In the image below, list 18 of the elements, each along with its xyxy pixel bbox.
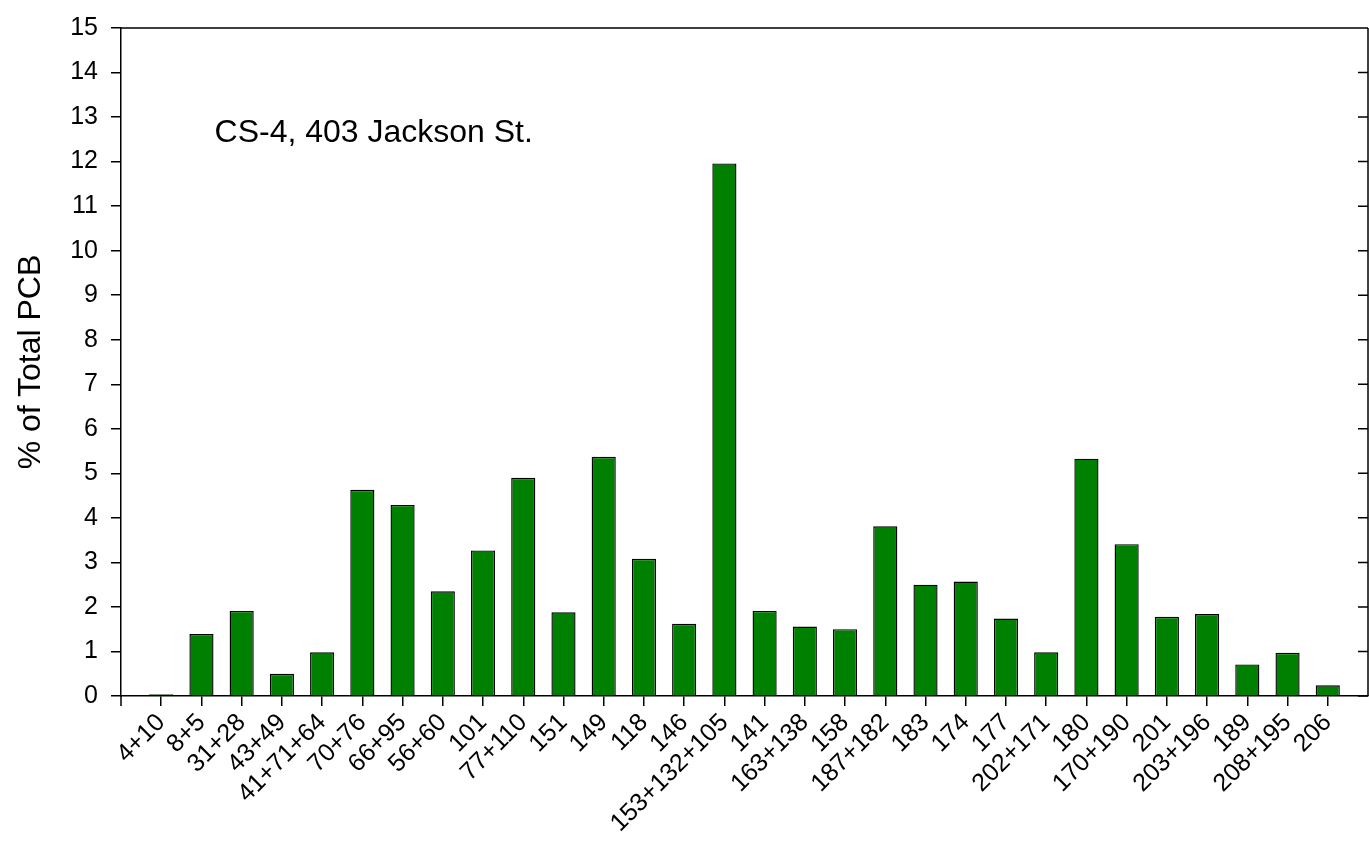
y-tick-label: 13 <box>70 100 98 129</box>
y-tick-label: 5 <box>84 457 98 486</box>
y-tick-label: 1 <box>84 635 98 664</box>
y-tick-label: 2 <box>84 590 98 619</box>
y-tick-label: 3 <box>84 546 98 575</box>
y-tick-label: 0 <box>84 679 98 708</box>
y-tick-label: 11 <box>72 190 98 219</box>
y-tick-label: 8 <box>84 323 98 352</box>
y-tick-label: 6 <box>84 412 98 441</box>
y-tick-label: 10 <box>70 234 98 263</box>
y-tick-label: 4 <box>84 501 99 530</box>
y-axis-title: % of Total PCB <box>11 254 48 470</box>
y-tick-label: 9 <box>84 279 98 308</box>
annotation: CS-4, 403 Jackson St. <box>214 113 533 150</box>
y-tick-label: 7 <box>84 368 98 397</box>
y-tick-label: 15 <box>70 11 98 40</box>
y-tick-label: 14 <box>70 56 99 85</box>
y-tick-label: 12 <box>70 145 98 174</box>
